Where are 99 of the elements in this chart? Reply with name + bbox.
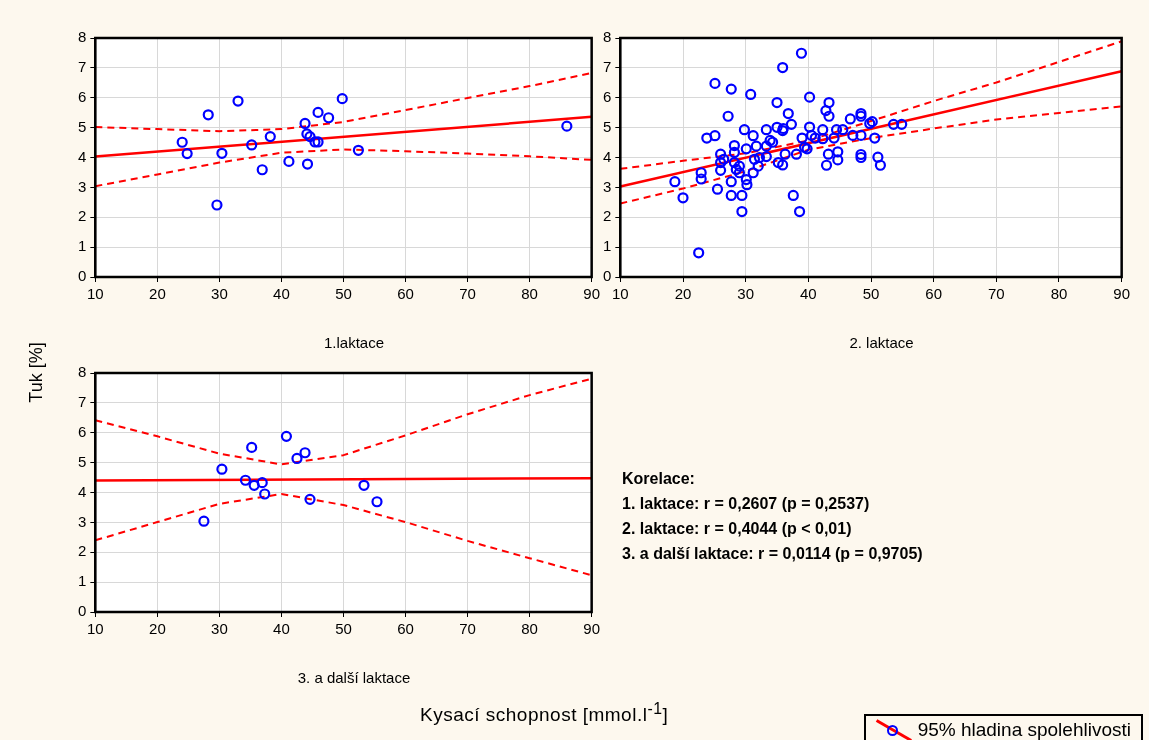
x-tick-label: 30 — [737, 285, 755, 303]
point — [264, 130, 276, 143]
legend-label: 95% hladina spolehlivosti — [917, 719, 1131, 740]
x-tick-label: 20 — [674, 285, 692, 303]
text: 1.laktace — [322, 334, 385, 351]
y-tick-label: 8 — [78, 363, 87, 381]
x-tick-label: 40 — [273, 620, 290, 638]
x-tick-label: 70 — [459, 620, 476, 638]
point — [211, 199, 223, 211]
y-tick-label: 1 — [603, 237, 612, 255]
x-axis-title: Kysací schopnost [mmol.l$^{-1}$] — [420, 700, 669, 727]
y-tick-label: 8 — [603, 28, 612, 46]
text: 2. laktace: r = 0,4044 (p < 0,01) — [622, 519, 853, 539]
text: 1. laktace: r = 0,2607 (p = 0,2537) — [622, 494, 871, 514]
point — [216, 463, 228, 475]
y-tick-label: 4 — [78, 147, 87, 165]
y-tick-label: 6 — [78, 422, 87, 440]
point — [358, 479, 370, 491]
y-tick-label: 0 — [603, 267, 612, 285]
point — [176, 136, 188, 148]
line-series — [95, 492, 592, 577]
y-axis-title: Tuk [%] — [25, 341, 47, 405]
x-tick-label: 80 — [521, 620, 538, 638]
point — [352, 144, 364, 156]
y-tick-label: 2 — [603, 207, 612, 225]
y-tick-label: 4 — [78, 482, 87, 500]
text: 3. a další laktace — [296, 669, 412, 686]
point — [259, 488, 271, 500]
y-tick-label: 6 — [78, 87, 87, 105]
point — [323, 112, 335, 124]
y-tick-label: 7 — [603, 58, 612, 76]
y-tick-label: 3 — [78, 512, 87, 530]
point — [283, 155, 295, 167]
point — [299, 447, 311, 459]
point — [336, 93, 348, 105]
y-tick-label: 0 — [78, 602, 87, 620]
y-tick-label: 1 — [78, 237, 87, 255]
point — [202, 109, 214, 121]
point — [232, 95, 244, 107]
y-tick-label: 8 — [78, 28, 87, 46]
point — [256, 164, 268, 176]
point — [299, 117, 311, 130]
text: Korelace: — [622, 469, 696, 489]
x-tick-label: 10 — [87, 285, 104, 303]
x-tick-label: 20 — [149, 285, 166, 303]
y-tick-label: 7 — [78, 58, 87, 76]
y-tick-label: 2 — [78, 542, 87, 560]
x-tick-label: 80 — [521, 285, 538, 303]
y-tick-label: 5 — [603, 117, 612, 135]
x-tick-label: 20 — [149, 620, 166, 638]
y-tick-label: 5 — [78, 117, 87, 135]
x-tick-label: 50 — [335, 285, 352, 303]
point — [371, 496, 383, 508]
x-tick-label: 70 — [987, 285, 1005, 303]
point — [280, 430, 293, 442]
x-tick-label: 60 — [397, 285, 414, 303]
y-tick-label: 1 — [78, 572, 87, 590]
y-tick-label: 7 — [78, 393, 87, 411]
point — [181, 148, 193, 160]
x-tick-label: 50 — [862, 285, 880, 303]
y-tick-label: 4 — [603, 147, 612, 165]
x-tick-label: 70 — [459, 285, 476, 303]
point — [239, 474, 252, 486]
line-series — [95, 377, 592, 466]
point — [291, 452, 303, 465]
x-tick-label: 10 — [87, 620, 104, 638]
y-tick-label: 3 — [78, 177, 87, 195]
y-tick-label: 2 — [78, 207, 87, 225]
x-tick-label: 90 — [583, 285, 600, 303]
text: 3. a další laktace: r = 0,0114 (p = 0,9705) — [622, 544, 923, 564]
x-tick-label: 90 — [1113, 285, 1130, 303]
point — [256, 477, 268, 489]
x-tick-label: 60 — [925, 285, 943, 303]
y-tick-label: 3 — [603, 177, 612, 195]
point — [198, 515, 210, 527]
point — [561, 120, 573, 132]
x-tick-label: 30 — [211, 620, 228, 638]
text: 2. laktace — [848, 334, 915, 351]
point — [246, 139, 258, 151]
line-series — [95, 71, 592, 133]
y-tick-label: 5 — [78, 452, 87, 470]
x-tick-label: 80 — [1050, 285, 1068, 303]
point — [216, 147, 228, 159]
point — [248, 479, 260, 491]
x-tick-label: 40 — [273, 285, 290, 303]
y-tick-label: 6 — [603, 87, 612, 105]
point — [246, 441, 258, 453]
x-tick-label: 40 — [799, 285, 817, 303]
y-tick-label: 0 — [78, 267, 87, 285]
x-tick-label: 30 — [211, 285, 228, 303]
point — [304, 493, 316, 505]
point — [301, 158, 314, 170]
point — [312, 106, 324, 118]
x-tick-label: 50 — [335, 620, 352, 638]
line-series — [620, 105, 1122, 205]
x-tick-label: 10 — [612, 285, 629, 303]
x-tick-label: 60 — [397, 620, 414, 638]
x-tick-label: 90 — [583, 620, 600, 638]
line-series — [95, 148, 592, 188]
